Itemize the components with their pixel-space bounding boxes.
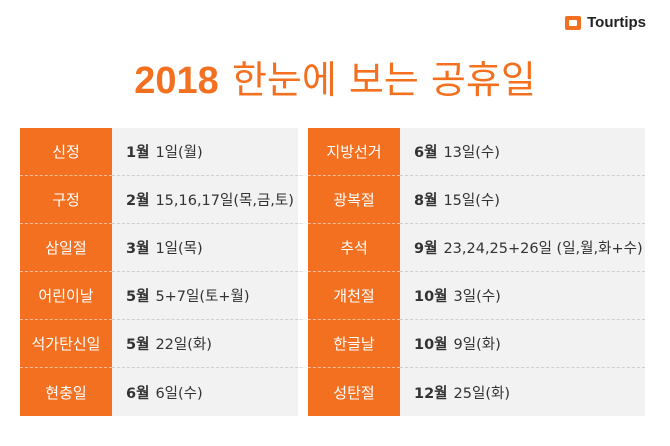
holiday-date: 12월 25일(화): [400, 368, 645, 416]
holiday-month: 12월: [414, 385, 448, 402]
holiday-date: 10월 3일(수): [400, 272, 645, 320]
holiday-date: 1월 1일(월): [112, 128, 308, 176]
holiday-month: 10월: [414, 337, 448, 353]
holiday-date: 10월 9일(화): [400, 320, 645, 368]
holiday-day: 22일(화): [155, 337, 212, 353]
holiday-day: 13일(수): [443, 145, 500, 161]
holiday-date: 3월 1일(목): [112, 224, 308, 272]
holiday-date: 5월 5+7일(토+월): [112, 272, 308, 320]
holiday-month: 5월: [126, 289, 150, 305]
holiday-day: 23,24,25+26일 (일,월,화+수): [443, 241, 643, 257]
holiday-month: 10월: [414, 289, 448, 305]
holiday-name: 석가탄신일: [20, 320, 112, 368]
holiday-name: 어린이날: [20, 272, 112, 320]
holiday-date: 6월 13일(수): [400, 128, 645, 176]
holiday-date: 8월 15일(수): [400, 176, 645, 224]
holiday-name: 지방선거: [308, 128, 400, 176]
title-text: 한눈에 보는 공휴일: [231, 58, 536, 102]
holiday-name: 한글날: [308, 320, 400, 368]
holiday-date: 5월 22일(화): [112, 320, 308, 368]
holiday-day: 5+7일(토+월): [155, 289, 250, 305]
holiday-month: 5월: [126, 337, 150, 353]
holiday-name: 추석: [308, 224, 400, 272]
holiday-month: 6월: [414, 145, 438, 161]
holiday-month: 8월: [414, 193, 438, 209]
holiday-name: 개천절: [308, 272, 400, 320]
brand-name: Tourtips: [587, 14, 646, 31]
holiday-month: 9월: [414, 241, 438, 257]
holiday-day: 15일(수): [443, 193, 500, 209]
holiday-day: 1일(월): [155, 145, 203, 161]
holiday-name: 현충일: [20, 368, 112, 416]
page-title: 2018 한눈에 보는 공휴일: [0, 56, 670, 105]
bag-icon: [565, 15, 582, 30]
holiday-name: 광복절: [308, 176, 400, 224]
brand-logo: Tourtips: [565, 14, 646, 31]
holiday-day: 25일(화): [453, 385, 510, 402]
holiday-day: 6일(수): [155, 385, 203, 402]
holiday-date: 2월 15,16,17일(목,금,토): [112, 176, 308, 224]
holiday-month: 1월: [126, 145, 150, 161]
holiday-name: 신정: [20, 128, 112, 176]
title-year: 2018: [134, 60, 219, 102]
holiday-name: 삼일절: [20, 224, 112, 272]
holiday-day: 15,16,17일(목,금,토): [155, 193, 294, 209]
holiday-month: 2월: [126, 193, 150, 209]
holiday-day: 3일(수): [453, 289, 501, 305]
holiday-day: 9일(화): [453, 337, 501, 353]
holiday-date: 6월 6일(수): [112, 368, 308, 416]
holiday-table: 신정 1월 1일(월) 지방선거 6월 13일(수) 구정 2월 15,16,17일(…: [20, 128, 645, 416]
holiday-name: 구정: [20, 176, 112, 224]
holiday-name: 성탄절: [308, 368, 400, 416]
holiday-month: 3월: [126, 241, 150, 257]
holiday-month: 6월: [126, 385, 150, 402]
holiday-day: 1일(목): [155, 241, 203, 257]
holiday-date: 9월 23,24,25+26일 (일,월,화+수): [400, 224, 645, 272]
